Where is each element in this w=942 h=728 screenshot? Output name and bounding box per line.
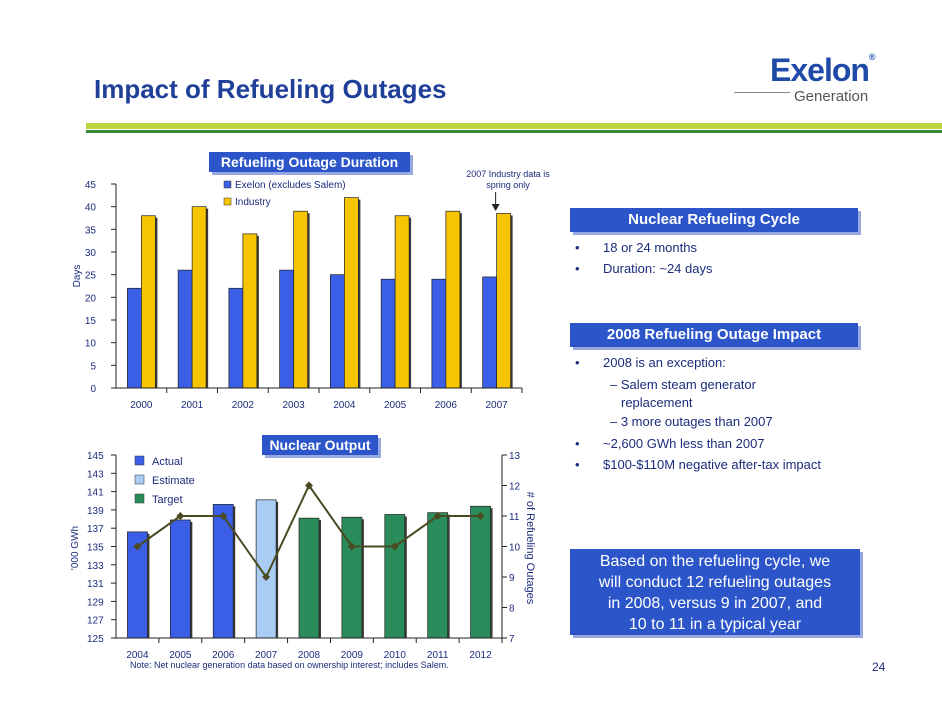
y-tick-label: 133 bbox=[87, 561, 104, 572]
y-tick-label: 5 bbox=[90, 361, 96, 372]
legend-label: Target bbox=[152, 494, 183, 506]
annotation-arrowhead bbox=[491, 204, 500, 211]
logo-subtitle: Generation bbox=[794, 88, 869, 105]
outages-point bbox=[390, 542, 399, 551]
outages-point bbox=[476, 512, 485, 520]
legend-swatch bbox=[134, 455, 145, 466]
x-tick-label: 2008 bbox=[298, 650, 321, 661]
y-tick-label: 129 bbox=[87, 597, 104, 608]
y-tick-label: 125 bbox=[87, 634, 104, 645]
outages-point bbox=[305, 481, 313, 490]
impact-panel-header: 2008 Refueling Outage Impact bbox=[570, 323, 858, 347]
bar-output bbox=[470, 505, 491, 639]
y-tick-label: 135 bbox=[87, 543, 104, 554]
x-tick-label: 2004 bbox=[333, 400, 356, 411]
y-tick-label: 20 bbox=[85, 293, 97, 304]
bar-output bbox=[384, 514, 406, 639]
exelon-logo: Exelon® Generation bbox=[734, 52, 882, 112]
logo-wordmark: Exelon® bbox=[770, 52, 876, 88]
output-chart-title: Nuclear Output bbox=[262, 435, 378, 455]
y2-tick-label: 11 bbox=[509, 512, 520, 523]
y-tick-label: 139 bbox=[87, 506, 104, 517]
bar-output bbox=[255, 499, 277, 639]
impact-sub-bullet: – 3 more outages than 2007 bbox=[610, 414, 773, 429]
outages-point bbox=[133, 542, 142, 551]
legend-label: Estimate bbox=[152, 475, 195, 487]
callout-line: Based on the refueling cycle, we bbox=[599, 553, 831, 570]
y-tick-label: 127 bbox=[87, 616, 104, 627]
callout-line: will conduct 12 refueling outages bbox=[598, 574, 832, 591]
logo-divider bbox=[734, 92, 790, 93]
x-tick-label: 2010 bbox=[384, 650, 407, 661]
x-tick-label: 2005 bbox=[169, 650, 192, 661]
legend-swatch bbox=[134, 493, 145, 504]
legend-label: Exelon (excludes Salem) bbox=[235, 180, 346, 191]
impact-sub-bullet: – Salem steam generator bbox=[610, 377, 756, 392]
legend-swatch bbox=[134, 474, 145, 485]
y-tick-label: 137 bbox=[87, 524, 104, 535]
legend-swatch bbox=[223, 180, 232, 189]
x-tick-label: 2004 bbox=[126, 650, 149, 661]
y-tick-label: 40 bbox=[85, 203, 97, 214]
bar-output bbox=[169, 519, 191, 639]
industry-2007-note: 2007 Industry data is spring only bbox=[466, 169, 550, 190]
callout-line: 10 to 11 in a typical year bbox=[628, 616, 802, 633]
y-tick-label: 0 bbox=[90, 384, 96, 395]
y2-axis-label: # of Refueling Outages bbox=[524, 492, 536, 605]
cycle-panel-header: Nuclear Refueling Cycle bbox=[570, 208, 858, 232]
page-number: 24 bbox=[872, 660, 886, 674]
x-tick-label: 2012 bbox=[469, 650, 492, 661]
bar-output bbox=[427, 512, 449, 639]
outages-point bbox=[176, 512, 185, 520]
y-tick-label: 145 bbox=[87, 451, 104, 462]
title-rule bbox=[86, 123, 942, 129]
y-tick-label: 45 bbox=[85, 180, 97, 191]
y-tick-label: 35 bbox=[85, 225, 97, 236]
y-tick-label: 143 bbox=[87, 469, 104, 480]
x-tick-label: 2007 bbox=[255, 650, 278, 661]
callout-box: Based on the refueling cycle, we will co… bbox=[570, 549, 860, 635]
outages-point bbox=[262, 573, 271, 581]
y-axis-label: Days bbox=[72, 265, 83, 288]
footnote: Note: Net nuclear generation data based … bbox=[130, 660, 449, 670]
y-tick-label: 10 bbox=[85, 339, 97, 350]
x-tick-label: 2011 bbox=[427, 650, 449, 661]
y2-tick-label: 12 bbox=[509, 482, 521, 493]
y-tick-label: 25 bbox=[85, 271, 97, 282]
x-tick-label: 2001 bbox=[181, 400, 204, 411]
x-tick-label: 2006 bbox=[212, 650, 235, 661]
x-tick-label: 2007 bbox=[486, 400, 509, 411]
y2-tick-label: 9 bbox=[509, 573, 515, 584]
y-axis-label: '000 GWh bbox=[70, 526, 81, 570]
y-tick-label: 131 bbox=[87, 579, 104, 590]
legend-label: Industry bbox=[235, 197, 271, 208]
legend-label: Actual bbox=[152, 456, 183, 468]
y-tick-label: 141 bbox=[87, 488, 104, 499]
y-tick-label: 15 bbox=[85, 316, 97, 327]
x-tick-label: 2002 bbox=[232, 400, 255, 411]
outages-point bbox=[347, 542, 356, 551]
y2-tick-label: 13 bbox=[509, 451, 521, 462]
y2-tick-label: 8 bbox=[509, 604, 515, 615]
x-tick-label: 2003 bbox=[283, 400, 306, 411]
x-tick-label: 2009 bbox=[341, 650, 364, 661]
outages-point bbox=[433, 512, 442, 520]
x-tick-label: 2006 bbox=[435, 400, 458, 411]
impact-sub-bullet-cont: replacement bbox=[621, 395, 693, 410]
y2-tick-label: 7 bbox=[509, 634, 515, 645]
callout-line: in 2008, versus 9 in 2007, and bbox=[607, 595, 823, 612]
outages-point bbox=[219, 512, 228, 520]
title-rule-dark bbox=[86, 130, 942, 133]
page-title: Impact of Refueling Outages bbox=[94, 74, 447, 104]
x-tick-label: 2000 bbox=[130, 400, 153, 411]
y2-tick-label: 10 bbox=[509, 543, 521, 554]
bar-output bbox=[298, 517, 320, 639]
duration-chart-title: Refueling Outage Duration bbox=[209, 152, 410, 172]
x-tick-label: 2005 bbox=[384, 400, 407, 411]
legend-swatch bbox=[223, 197, 232, 206]
y-tick-label: 30 bbox=[85, 248, 97, 259]
